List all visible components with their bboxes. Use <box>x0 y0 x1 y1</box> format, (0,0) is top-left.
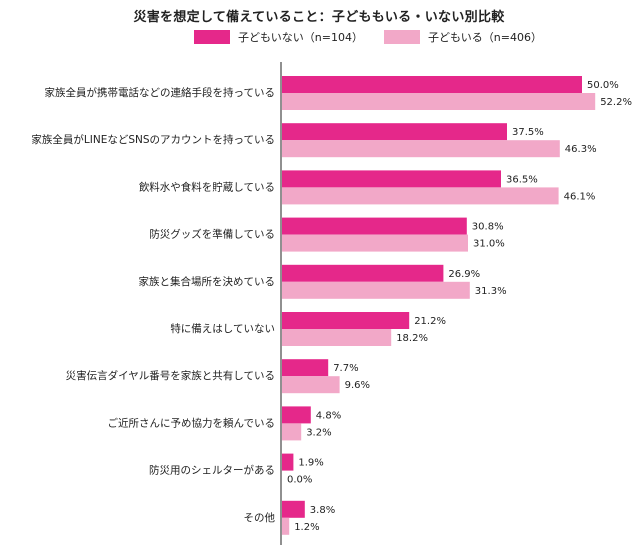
category-label: 飲料水や食料を貯蔵している <box>139 180 275 193</box>
value-label-no-children: 50.0% <box>587 80 619 91</box>
bar-with-children <box>282 517 290 535</box>
chart-title: 災害を想定して備えていること：子どももいる・いない別比較 <box>133 10 505 25</box>
legend-label-no-children: 子どもいない（n=104） <box>238 31 363 44</box>
value-label-with-children: 1.2% <box>294 522 319 533</box>
category-label: 災害伝言ダイヤル番号を家族と共有している <box>66 369 275 382</box>
category-label: 特に備えはしていない <box>170 322 275 335</box>
value-label-no-children: 1.9% <box>298 458 323 469</box>
value-label-with-children: 18.2% <box>396 333 428 344</box>
bar-no-children <box>282 312 410 329</box>
value-label-with-children: 3.2% <box>306 427 331 438</box>
category-label: その他 <box>244 511 276 524</box>
bar-no-children <box>282 264 444 282</box>
legend-item-no-children: 子どもいない（n=104） <box>194 28 363 46</box>
bar-with-children <box>282 234 468 252</box>
category-label: 防災グッズを準備している <box>149 228 275 241</box>
bar-with-children <box>282 423 302 441</box>
value-label-no-children: 4.8% <box>316 410 341 421</box>
value-label-no-children: 36.5% <box>506 174 538 185</box>
value-label-with-children: 31.0% <box>473 239 505 250</box>
legend-label-with-children: 子どもいる（n=406） <box>428 31 542 44</box>
category-label: 防災用のシェルターがある <box>149 464 275 477</box>
value-label-no-children: 21.2% <box>414 316 446 327</box>
bar-no-children <box>282 359 329 377</box>
value-label-no-children: 37.5% <box>512 127 544 138</box>
bar-no-children <box>282 76 582 93</box>
bar-with-children <box>282 376 340 394</box>
bar-with-children <box>282 187 559 205</box>
value-label-with-children: 0.0% <box>287 475 312 486</box>
bar-with-children <box>282 140 560 158</box>
category-label: 家族全員がLINEなどSNSのアカウントを持っている <box>31 133 275 146</box>
value-label-with-children: 46.3% <box>565 144 597 155</box>
bar-with-children <box>282 329 392 346</box>
chart-legend: 子どもいない（n=104） 子どもいる（n=406） <box>0 28 638 46</box>
value-label-no-children: 3.8% <box>310 505 335 516</box>
category-label: ご近所さんに予め協力を頼んでいる <box>108 416 275 429</box>
bar-no-children <box>282 500 305 518</box>
bar-with-children <box>282 281 470 299</box>
value-label-with-children: 52.2% <box>600 97 632 108</box>
value-label-with-children: 31.3% <box>475 286 507 297</box>
value-label-no-children: 26.9% <box>448 269 480 280</box>
bar-no-children <box>282 123 507 141</box>
bar-no-children <box>282 453 294 471</box>
legend-swatch-no-children <box>194 30 230 44</box>
legend-swatch-with-children <box>384 30 420 44</box>
category-label: 家族と集合場所を決めている <box>139 275 276 288</box>
value-label-with-children: 9.6% <box>345 380 370 391</box>
value-label-no-children: 30.8% <box>472 222 504 233</box>
bar-with-children <box>282 93 596 110</box>
bar-no-children <box>282 170 501 188</box>
value-label-no-children: 7.7% <box>333 363 358 374</box>
category-label: 家族全員が携帯電話などの連絡手段を持っている <box>45 86 275 99</box>
value-label-with-children: 46.1% <box>564 191 596 202</box>
bar-no-children <box>282 406 311 424</box>
bar-no-children <box>282 217 467 235</box>
legend-item-with-children: 子どもいる（n=406） <box>384 28 542 46</box>
